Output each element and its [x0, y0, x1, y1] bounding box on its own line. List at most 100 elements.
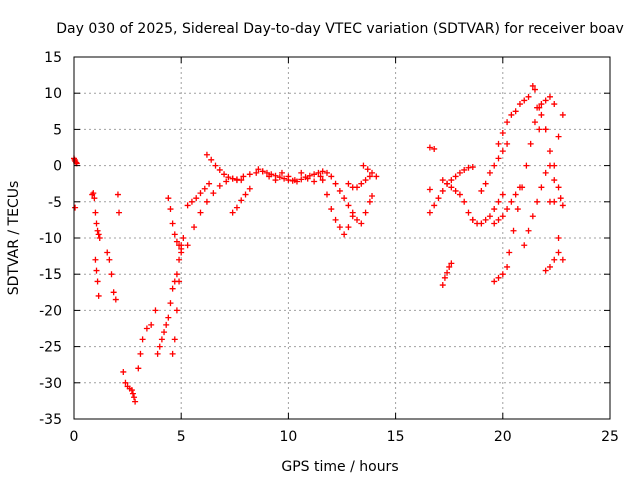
data-point	[319, 177, 326, 184]
data-point	[521, 97, 528, 104]
data-point	[444, 180, 451, 187]
data-point	[538, 184, 545, 191]
data-point	[221, 171, 228, 178]
data-point	[206, 180, 213, 187]
data-point	[114, 191, 121, 198]
data-point	[495, 155, 502, 162]
data-point	[225, 174, 232, 181]
data-point	[369, 193, 376, 200]
data-point	[519, 184, 526, 191]
data-point	[369, 169, 376, 176]
data-point	[122, 379, 129, 386]
data-point	[137, 350, 144, 357]
data-point	[491, 278, 498, 285]
data-point	[169, 350, 176, 357]
data-point	[452, 187, 459, 194]
data-point	[306, 172, 313, 179]
data-point	[253, 169, 260, 176]
series-low-22	[542, 249, 562, 274]
data-point	[298, 169, 305, 176]
data-point	[106, 256, 113, 263]
data-point	[366, 198, 373, 205]
data-point	[242, 191, 249, 198]
data-point	[426, 209, 433, 216]
data-point	[323, 169, 330, 176]
data-point	[534, 198, 541, 205]
data-point	[508, 111, 515, 118]
x-tick-label: 15	[387, 429, 405, 445]
data-point	[197, 190, 204, 197]
data-point	[504, 263, 511, 270]
data-point	[461, 198, 468, 205]
y-tick-label: -25	[39, 340, 62, 356]
data-point	[495, 198, 502, 205]
data-points	[71, 82, 566, 405]
data-point	[461, 166, 468, 173]
data-point	[173, 307, 180, 314]
y-tick-label: -30	[39, 376, 62, 392]
data-point	[173, 238, 180, 245]
data-point	[358, 180, 365, 187]
data-point	[555, 184, 562, 191]
data-point	[465, 209, 472, 216]
data-point	[317, 173, 324, 180]
data-point	[551, 101, 558, 108]
data-point	[456, 169, 463, 176]
data-point	[128, 387, 135, 394]
data-point	[238, 197, 245, 204]
data-point	[191, 224, 198, 231]
data-point	[426, 144, 433, 151]
data-point	[132, 398, 139, 405]
data-point	[129, 390, 136, 397]
data-point	[521, 242, 528, 249]
data-point	[158, 336, 165, 343]
data-point	[229, 175, 236, 182]
data-point	[167, 300, 174, 307]
data-point	[446, 263, 453, 270]
data-point	[559, 256, 566, 263]
series-climb-d	[169, 235, 187, 357]
data-point	[448, 184, 455, 191]
series-rise-22	[546, 111, 566, 205]
data-point	[278, 169, 285, 176]
y-tick-label: -5	[48, 195, 62, 211]
data-point	[499, 130, 506, 137]
data-point	[197, 209, 204, 216]
series-desc-21	[506, 104, 543, 256]
data-point	[486, 169, 493, 176]
data-point	[332, 180, 339, 187]
data-point	[435, 195, 442, 202]
data-point	[120, 368, 127, 375]
series-desc-22	[521, 169, 549, 249]
y-tick-label: -10	[39, 231, 62, 247]
data-point	[152, 307, 159, 314]
data-point	[184, 242, 191, 249]
series-loop-12b	[323, 169, 361, 223]
data-point	[542, 267, 549, 274]
data-point	[212, 162, 219, 169]
data-point	[328, 173, 335, 180]
data-point	[499, 271, 506, 278]
data-point	[525, 93, 532, 100]
x-tick-label: 5	[177, 429, 186, 445]
series-lone-16	[426, 144, 438, 152]
data-point	[531, 119, 538, 126]
data-point	[112, 296, 119, 303]
data-point	[223, 178, 230, 185]
data-point	[165, 314, 172, 321]
series-mid-18	[469, 191, 506, 227]
data-point	[341, 231, 348, 238]
series-rise-6b	[184, 180, 213, 209]
data-point	[534, 104, 541, 111]
data-point	[96, 235, 103, 241]
data-point	[341, 195, 348, 202]
series-climb-c	[165, 195, 185, 252]
data-point	[431, 145, 438, 152]
data-point	[246, 185, 253, 192]
data-point	[426, 186, 433, 193]
data-point	[478, 187, 485, 194]
series-rise-6	[184, 175, 236, 249]
data-point	[92, 256, 99, 263]
data-point	[255, 166, 262, 173]
data-point	[366, 173, 373, 180]
